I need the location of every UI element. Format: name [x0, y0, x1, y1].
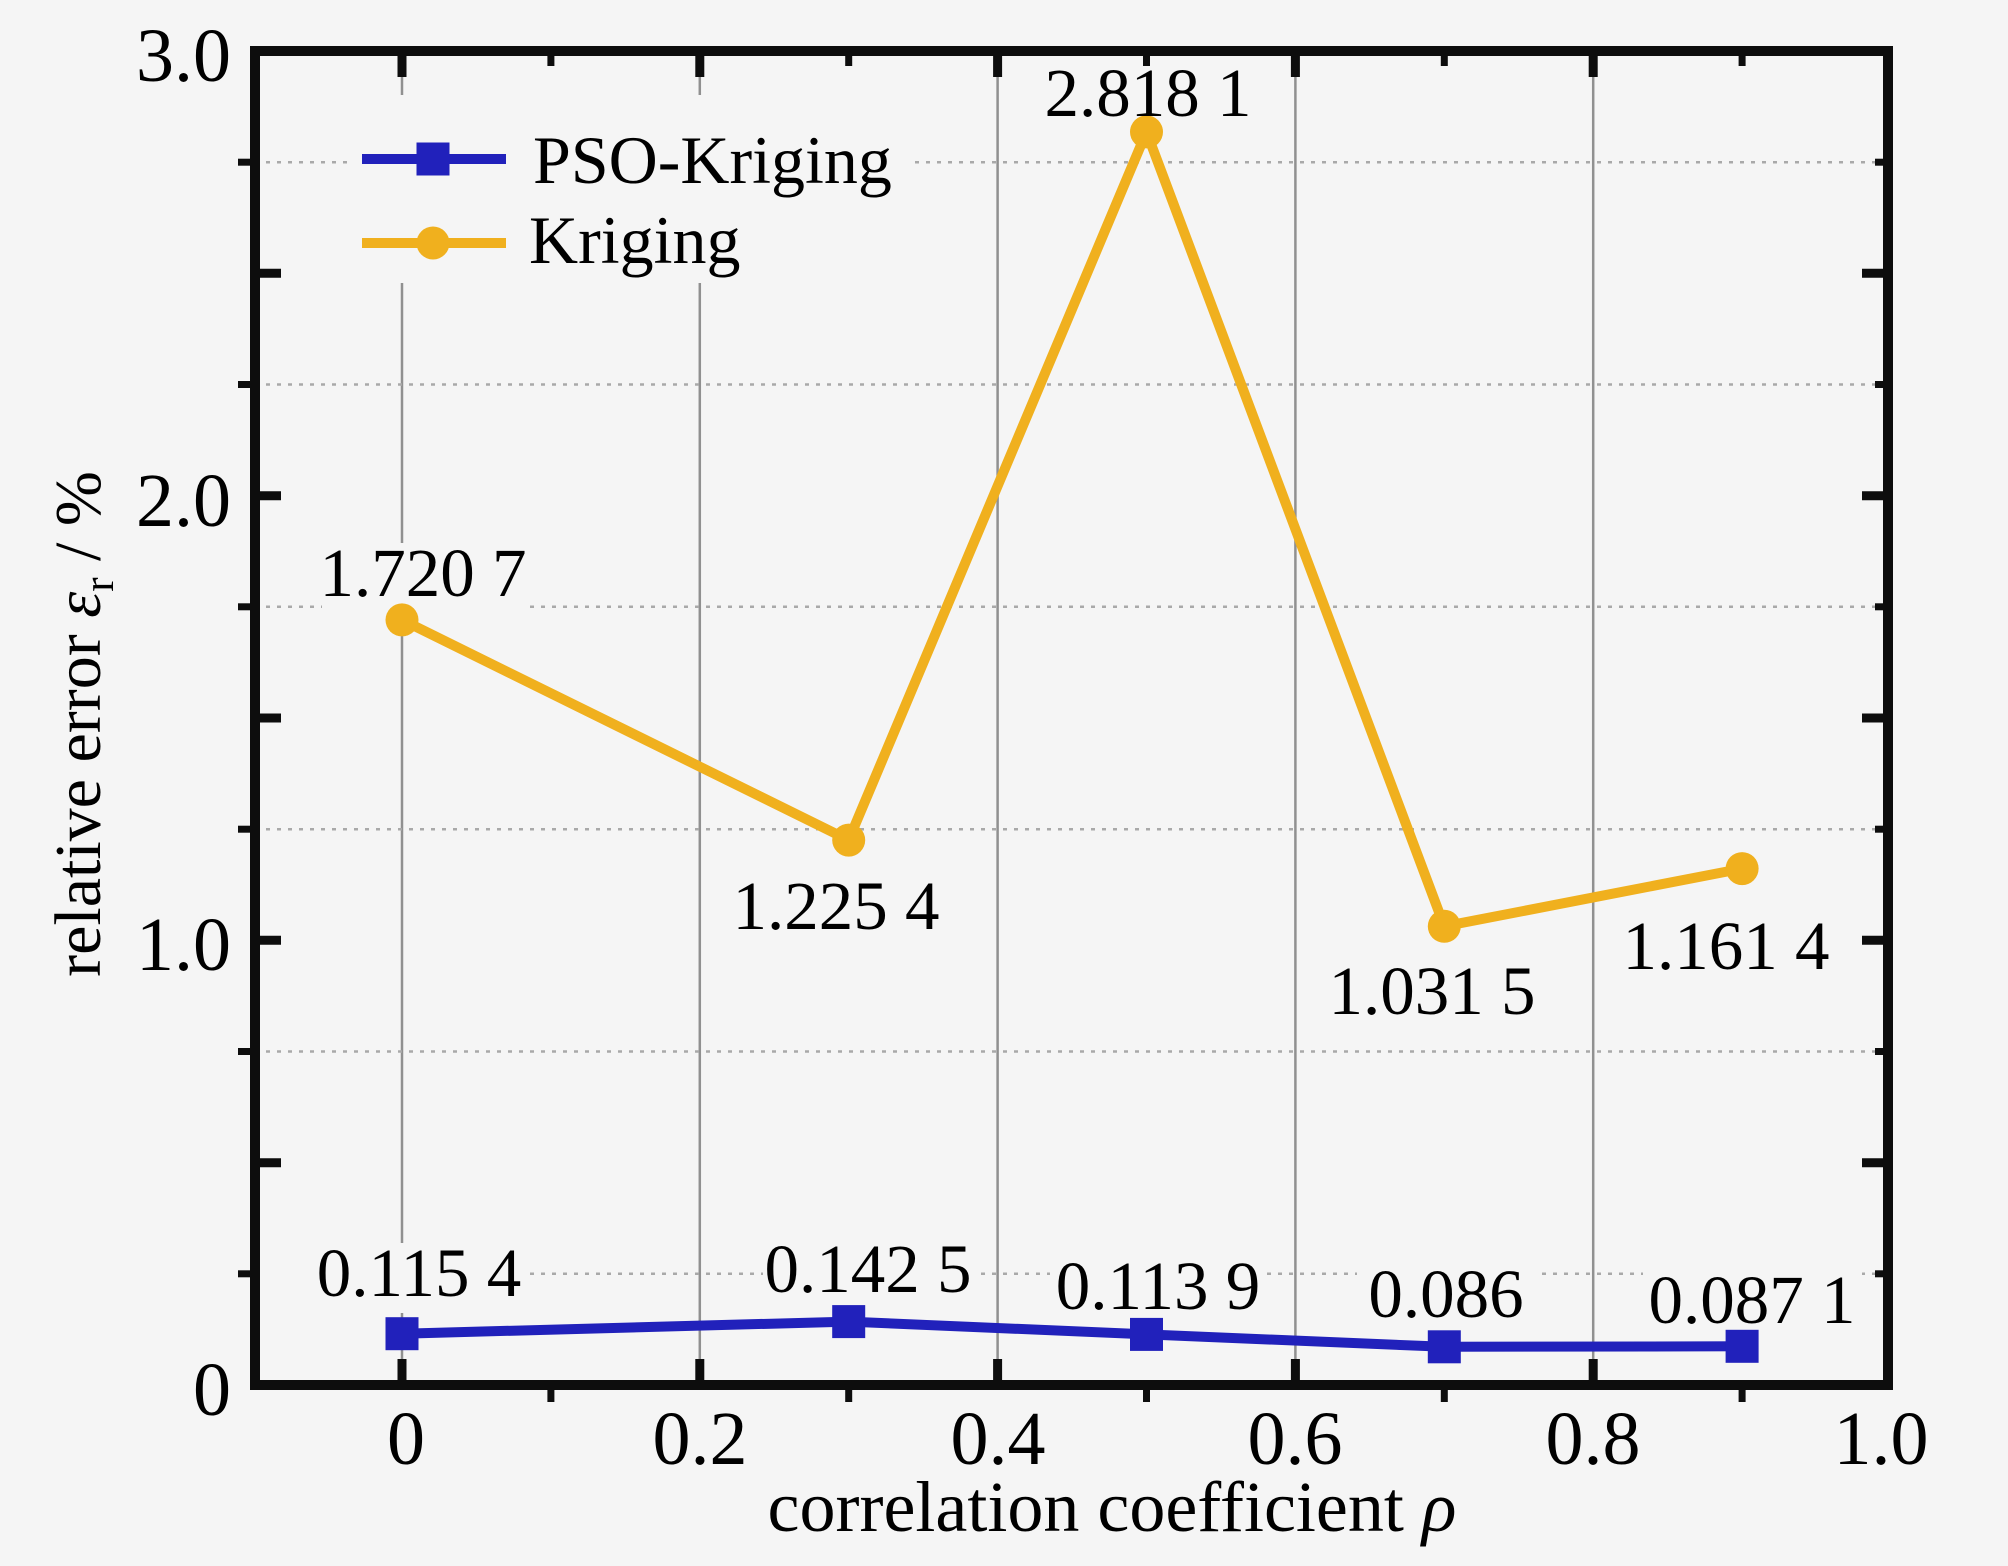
- svg-text:PSO-Kriging: PSO-Kriging: [533, 122, 892, 198]
- svg-text:3.0: 3.0: [136, 14, 231, 98]
- svg-text:0.113 9: 0.113 9: [1056, 1248, 1260, 1324]
- svg-text:1.720 7: 1.720 7: [320, 535, 527, 611]
- svg-text:Kriging: Kriging: [529, 202, 741, 278]
- svg-text:0: 0: [193, 1348, 231, 1432]
- svg-text:2.818 1: 2.818 1: [1045, 55, 1252, 131]
- svg-text:0.2: 0.2: [653, 1397, 748, 1481]
- svg-text:1.0: 1.0: [136, 903, 231, 987]
- svg-text:1.031 5: 1.031 5: [1329, 953, 1536, 1029]
- svg-text:0.086: 0.086: [1368, 1256, 1523, 1332]
- svg-text:relative error εr / %: relative error εr / %: [42, 471, 123, 977]
- svg-text:1.161 4: 1.161 4: [1623, 908, 1830, 984]
- svg-text:1.0: 1.0: [1834, 1397, 1929, 1481]
- svg-text:0.115 4: 0.115 4: [317, 1235, 521, 1311]
- svg-text:0.6: 0.6: [1248, 1397, 1343, 1481]
- svg-text:0: 0: [387, 1397, 425, 1481]
- svg-text:0.142 5: 0.142 5: [765, 1231, 972, 1307]
- svg-text:0.4: 0.4: [951, 1397, 1046, 1481]
- svg-text:2.0: 2.0: [136, 459, 231, 543]
- svg-text:0.8: 0.8: [1546, 1397, 1641, 1481]
- svg-text:0.087 1: 0.087 1: [1649, 1262, 1856, 1338]
- svg-text:correlation coefficient ρ: correlation coefficient ρ: [768, 1467, 1457, 1547]
- svg-text:1.225 4: 1.225 4: [733, 868, 940, 944]
